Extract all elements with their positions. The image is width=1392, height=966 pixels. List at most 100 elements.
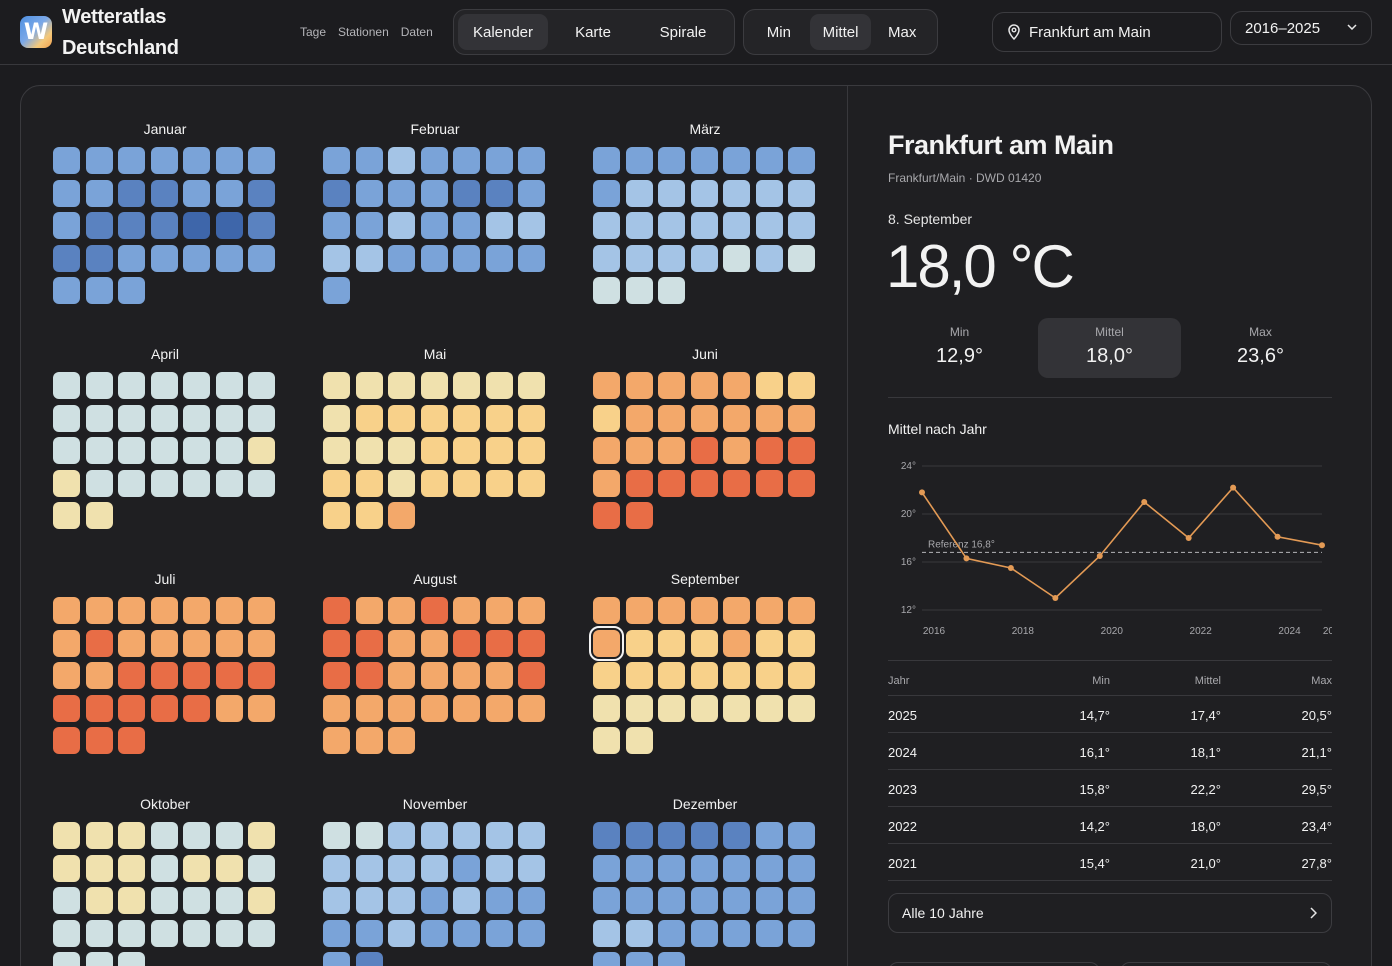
day-cell[interactable] (150, 404, 178, 432)
stat-option-mittel[interactable]: Mittel (809, 14, 872, 50)
day-cell[interactable] (485, 662, 513, 689)
day-cell[interactable] (53, 502, 80, 529)
day-cell[interactable] (118, 469, 145, 497)
day-cell[interactable] (690, 179, 718, 207)
day-cell[interactable] (53, 372, 80, 399)
day-cell[interactable] (420, 404, 448, 432)
day-cell[interactable] (388, 887, 415, 914)
day-cell[interactable] (453, 212, 480, 239)
day-cell[interactable] (53, 887, 80, 914)
day-cell[interactable] (625, 694, 653, 722)
stat-mittel[interactable]: Mittel 18,0° (1038, 318, 1181, 378)
day-cell[interactable] (420, 147, 448, 174)
day-cell[interactable] (118, 147, 145, 174)
day-cell[interactable] (625, 244, 653, 272)
day-cell[interactable] (150, 854, 178, 882)
day-cell[interactable] (183, 372, 210, 399)
day-cell[interactable] (85, 727, 113, 754)
year-range-selector[interactable]: 2016–2025 (1230, 11, 1372, 45)
day-cell[interactable] (355, 244, 383, 272)
day-cell[interactable] (85, 629, 113, 657)
day-cell[interactable] (53, 694, 80, 722)
day-cell[interactable] (593, 212, 620, 239)
day-cell[interactable] (690, 629, 718, 657)
day-cell[interactable] (150, 212, 178, 239)
day-cell[interactable] (355, 662, 383, 689)
day-cell[interactable] (593, 919, 620, 947)
day-cell[interactable] (593, 854, 620, 882)
day-cell[interactable] (248, 244, 275, 272)
day-cell[interactable] (723, 212, 750, 239)
day-cell[interactable] (658, 277, 685, 304)
day-cell[interactable] (323, 887, 350, 914)
day-cell[interactable] (420, 694, 448, 722)
day-cell[interactable] (420, 822, 448, 849)
day-cell[interactable] (53, 662, 80, 689)
day-cell[interactable] (323, 147, 350, 174)
day-cell[interactable] (625, 437, 653, 464)
day-cell[interactable] (593, 952, 620, 966)
day-cell[interactable] (658, 919, 685, 947)
day-cell[interactable] (723, 629, 750, 657)
day-cell[interactable] (248, 822, 275, 849)
day-cell[interactable] (453, 372, 480, 399)
day-cell[interactable] (323, 502, 350, 529)
day-cell[interactable] (355, 822, 383, 849)
day-cell[interactable] (788, 662, 815, 689)
day-cell[interactable] (658, 244, 685, 272)
day-cell[interactable] (183, 179, 210, 207)
day-cell[interactable] (183, 437, 210, 464)
day-cell[interactable] (723, 244, 750, 272)
day-cell[interactable] (355, 372, 383, 399)
day-cell[interactable] (85, 887, 113, 914)
day-cell[interactable] (625, 662, 653, 689)
day-cell[interactable] (453, 662, 480, 689)
day-cell[interactable] (453, 437, 480, 464)
day-cell[interactable] (420, 662, 448, 689)
day-cell[interactable] (593, 597, 620, 624)
day-cell[interactable] (593, 404, 620, 432)
day-cell[interactable] (755, 212, 783, 239)
day-cell[interactable] (183, 854, 210, 882)
day-cell[interactable] (150, 629, 178, 657)
day-cell[interactable] (85, 372, 113, 399)
day-cell[interactable] (53, 952, 80, 966)
view-option-kalender[interactable]: Kalender (458, 14, 548, 50)
day-cell[interactable] (755, 597, 783, 624)
day-cell[interactable] (690, 372, 718, 399)
day-cell[interactable] (355, 437, 383, 464)
day-cell[interactable] (658, 372, 685, 399)
day-cell[interactable] (755, 469, 783, 497)
day-cell[interactable] (388, 822, 415, 849)
day-cell[interactable] (355, 919, 383, 947)
day-cell[interactable] (485, 404, 513, 432)
day-cell[interactable] (53, 822, 80, 849)
day-cell[interactable] (355, 629, 383, 657)
day-cell[interactable] (150, 822, 178, 849)
day-cell[interactable] (723, 597, 750, 624)
day-cell[interactable] (658, 212, 685, 239)
day-cell[interactable] (215, 854, 243, 882)
day-cell[interactable] (453, 887, 480, 914)
day-cell[interactable] (85, 952, 113, 966)
day-cell[interactable] (485, 629, 513, 657)
day-cell[interactable] (388, 694, 415, 722)
day-cell[interactable] (788, 822, 815, 849)
day-cell[interactable] (658, 662, 685, 689)
day-cell[interactable] (85, 662, 113, 689)
day-cell[interactable] (215, 597, 243, 624)
day-cell[interactable] (625, 854, 653, 882)
day-cell[interactable] (53, 727, 80, 754)
day-cell[interactable] (323, 244, 350, 272)
day-cell[interactable] (150, 597, 178, 624)
day-cell[interactable] (485, 244, 513, 272)
day-cell[interactable] (248, 404, 275, 432)
day-cell[interactable] (453, 404, 480, 432)
day-cell[interactable] (788, 404, 815, 432)
day-cell[interactable] (788, 179, 815, 207)
day-cell[interactable] (355, 179, 383, 207)
day-cell[interactable] (53, 919, 80, 947)
day-cell[interactable] (323, 372, 350, 399)
day-cell[interactable] (593, 437, 620, 464)
day-cell[interactable] (723, 404, 750, 432)
